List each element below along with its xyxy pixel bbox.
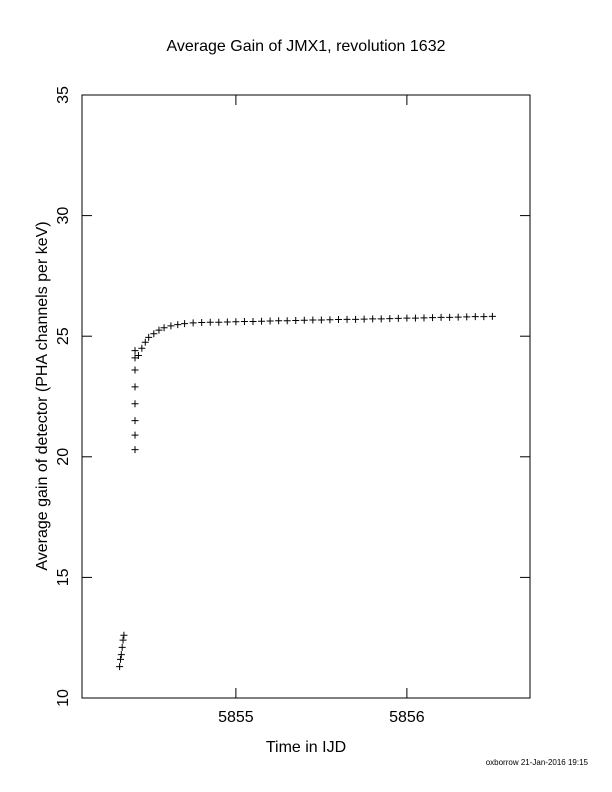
point (334, 316, 342, 324)
point (454, 313, 462, 321)
plot-frame (81, 94, 531, 699)
point (198, 318, 206, 326)
point (403, 314, 411, 322)
point (275, 317, 283, 325)
point (429, 314, 437, 322)
point (131, 347, 139, 355)
point (471, 313, 479, 321)
point (232, 318, 240, 326)
point (167, 322, 175, 330)
point (181, 320, 189, 328)
y-tick-label: 35 (55, 86, 72, 104)
y-tick-label: 15 (55, 568, 72, 586)
point (155, 326, 163, 334)
x-tick-label: 5856 (389, 709, 425, 726)
x-tick-label: 5855 (218, 709, 254, 726)
y-tick-label: 20 (55, 448, 72, 466)
point (150, 330, 158, 338)
y-tick-label: 10 (55, 689, 72, 707)
point (420, 314, 428, 322)
point (343, 315, 351, 323)
y-axis-label: Average gain of detector (PHA channels p… (34, 221, 51, 570)
point (215, 318, 223, 326)
footer: oxborrow 21-Jan-2016 19:15 (486, 758, 589, 767)
point (249, 317, 257, 325)
point (386, 315, 394, 323)
point (160, 324, 168, 332)
point (309, 316, 317, 324)
point (258, 317, 266, 325)
point (174, 321, 182, 329)
point (369, 315, 377, 323)
x-axis-label: Time in IJD (266, 739, 346, 756)
point (411, 314, 419, 322)
point (145, 333, 153, 341)
point (131, 417, 139, 425)
y-tick-label: 30 (55, 207, 72, 225)
point (134, 351, 142, 359)
point (394, 314, 402, 322)
point (131, 400, 139, 408)
point (352, 315, 360, 323)
point (131, 446, 139, 454)
point (377, 315, 385, 323)
point (283, 317, 291, 325)
point (463, 313, 471, 321)
chart-title: Average Gain of JMX1, revolution 1632 (167, 38, 446, 55)
point (189, 319, 197, 327)
point (116, 655, 124, 663)
point (240, 317, 248, 325)
point (446, 313, 454, 321)
point (326, 316, 334, 324)
point (300, 316, 308, 324)
point (292, 317, 300, 325)
point (480, 313, 488, 321)
point (360, 315, 368, 323)
point (138, 344, 146, 352)
point (117, 651, 125, 659)
point (119, 636, 127, 644)
point (437, 313, 445, 321)
point (141, 338, 149, 346)
point (118, 643, 126, 651)
point (120, 631, 128, 639)
point (131, 431, 139, 439)
point (131, 366, 139, 374)
point (206, 318, 214, 326)
point (488, 312, 496, 320)
y-tick-label: 25 (55, 327, 72, 345)
point (317, 316, 325, 324)
point (116, 663, 124, 671)
point (223, 318, 231, 326)
point (266, 317, 274, 325)
point (131, 383, 139, 391)
